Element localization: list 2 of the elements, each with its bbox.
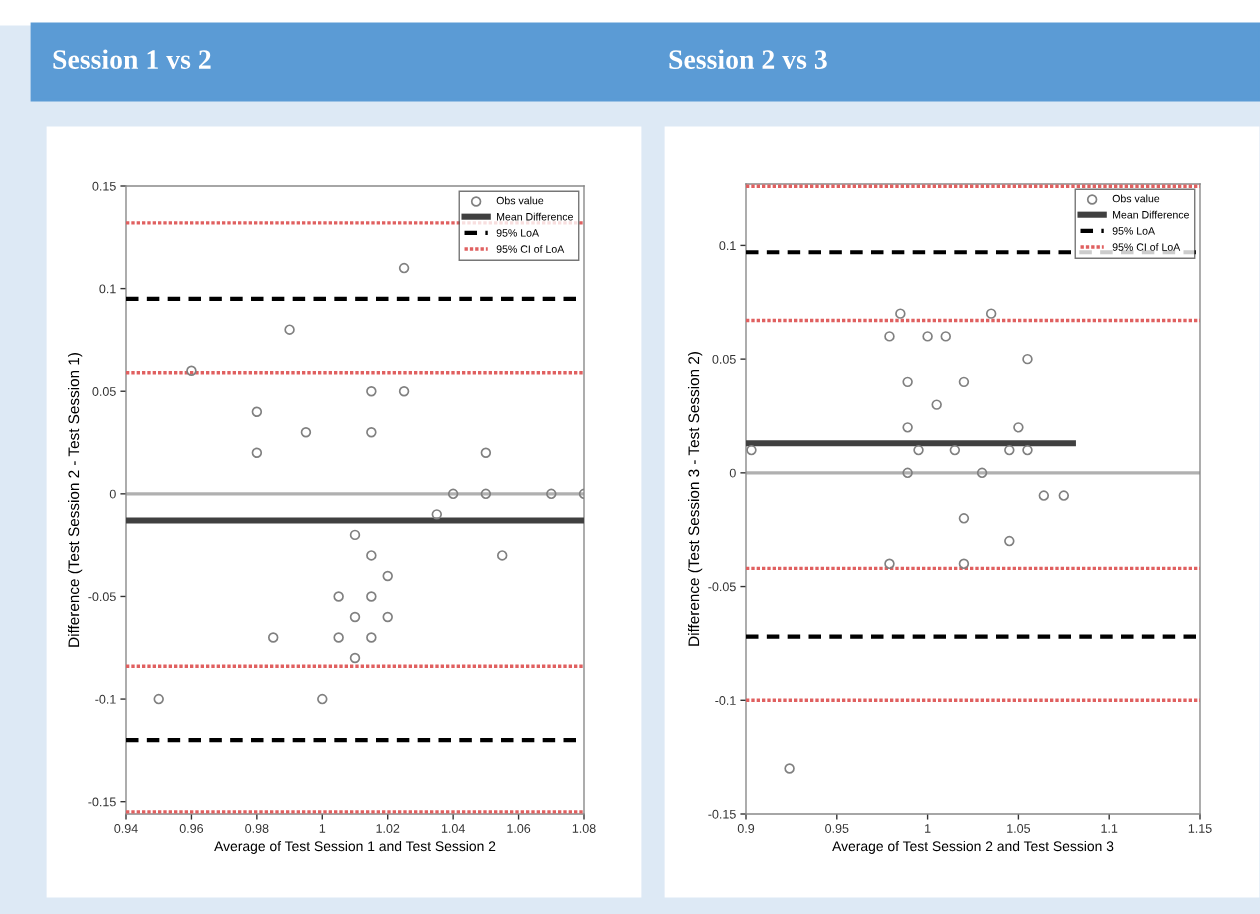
- chart-title: Session 1 vs 2: [53, 49, 211, 69]
- chart-title: Session 2 vs 3: [669, 49, 827, 69]
